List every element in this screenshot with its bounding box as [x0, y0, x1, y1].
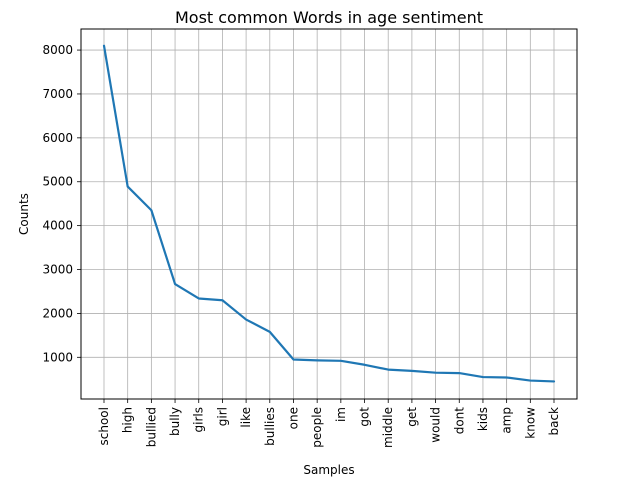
- y-tick-label: 3000: [42, 263, 73, 277]
- x-tick-label: amp: [500, 407, 514, 434]
- x-tick-label: people: [310, 407, 324, 448]
- x-tick-label: school: [97, 407, 111, 445]
- y-axis-label: Counts: [17, 193, 31, 235]
- y-axis: 1000 2000 3000 4000 5000 6000 7000 8000: [42, 43, 81, 364]
- x-tick-label: dont: [452, 407, 466, 435]
- x-tick-label: get: [405, 407, 419, 427]
- x-axis: school high bullied bully girls girl like bulli…: [97, 399, 561, 448]
- x-tick-label: kids: [476, 407, 490, 431]
- x-tick-label: bullied: [144, 407, 158, 447]
- y-tick-label: 8000: [42, 43, 73, 57]
- x-tick-label: bullies: [263, 407, 277, 446]
- y-tick-label: 2000: [42, 306, 73, 320]
- y-tick-label: 1000: [42, 350, 73, 364]
- y-tick-label: 4000: [42, 219, 73, 233]
- x-axis-label: Samples: [303, 463, 354, 477]
- x-tick-label: girls: [192, 407, 206, 432]
- x-tick-label: im: [334, 407, 348, 422]
- chart-title: Most common Words in age sentiment: [175, 8, 483, 27]
- x-tick-label: like: [239, 407, 253, 428]
- x-tick-label: would: [429, 407, 443, 443]
- series-line: [102, 44, 556, 383]
- y-tick-label: 7000: [42, 87, 73, 101]
- x-tick-label: one: [286, 407, 300, 429]
- x-tick-label: girl: [215, 407, 229, 426]
- x-tick-label: back: [547, 407, 561, 436]
- x-tick-label: bully: [168, 407, 182, 436]
- plot-area-frame: [80, 28, 578, 400]
- y-tick-label: 6000: [42, 131, 73, 145]
- x-tick-label: high: [121, 407, 135, 433]
- x-tick-label: know: [523, 407, 537, 439]
- grid: [81, 29, 577, 399]
- x-tick-label: middle: [381, 407, 395, 448]
- y-tick-label: 5000: [42, 175, 73, 189]
- x-tick-label: got: [358, 407, 372, 427]
